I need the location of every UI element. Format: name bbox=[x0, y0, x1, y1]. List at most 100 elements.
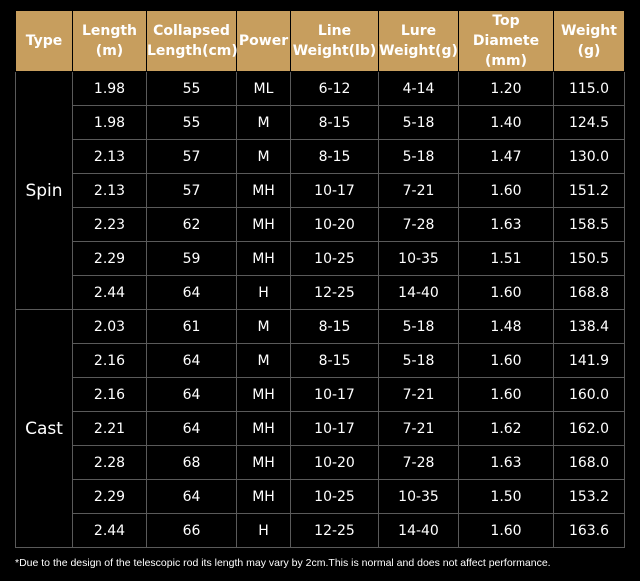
table-row: 2.28 68 MH 10-20 7-28 1.63 168.0 bbox=[16, 445, 625, 480]
cell: 1.60 bbox=[458, 275, 554, 310]
cell: MH bbox=[236, 207, 291, 242]
cell: 62 bbox=[146, 207, 237, 242]
cell: 8-15 bbox=[290, 139, 379, 174]
cell: 64 bbox=[146, 275, 237, 310]
cell: 1.51 bbox=[458, 241, 554, 276]
footnote: *Due to the design of the telescopic rod… bbox=[15, 557, 551, 569]
cell: 12-25 bbox=[290, 275, 379, 310]
table-body: Spin 1.98 55 ML 6-12 4-14 1.20 115.0 1.98 55 M 8-15… bbox=[15, 71, 625, 548]
cell: 12-25 bbox=[290, 513, 379, 548]
table-row: 2.29 64 MH 10-25 10-35 1.50 153.2 bbox=[16, 479, 625, 514]
cell: 6-12 bbox=[290, 71, 379, 106]
type-cell: Spin bbox=[15, 71, 73, 310]
cell: MH bbox=[236, 411, 291, 446]
cell: 57 bbox=[146, 139, 237, 174]
cell: 64 bbox=[146, 377, 237, 412]
cell: MH bbox=[236, 173, 291, 208]
cell: 141.9 bbox=[553, 343, 625, 378]
cell: 1.20 bbox=[458, 71, 554, 106]
cell: 8-15 bbox=[290, 105, 379, 140]
cell: 10-17 bbox=[290, 173, 379, 208]
cell: 2.28 bbox=[72, 445, 147, 480]
cell: 10-35 bbox=[378, 479, 459, 514]
header-cell: Weight (g) bbox=[553, 10, 625, 72]
cell: 138.4 bbox=[553, 309, 625, 344]
cell: 1.63 bbox=[458, 445, 554, 480]
cell: 8-15 bbox=[290, 309, 379, 344]
header-cell: Collapsed Length(cm) bbox=[146, 10, 238, 72]
cell: 2.44 bbox=[72, 513, 147, 548]
cell: MH bbox=[236, 445, 291, 480]
cell: 10-25 bbox=[290, 479, 379, 514]
cell: 1.98 bbox=[72, 105, 147, 140]
table-row: 2.44 64 H 12-25 14-40 1.60 168.8 bbox=[16, 275, 625, 310]
cell: 2.29 bbox=[72, 241, 147, 276]
cell: 1.40 bbox=[458, 105, 554, 140]
cell: 8-15 bbox=[290, 343, 379, 378]
cell: 7-28 bbox=[378, 207, 459, 242]
cell: 2.16 bbox=[72, 377, 147, 412]
cell: 2.13 bbox=[72, 173, 147, 208]
cell: 64 bbox=[146, 479, 237, 514]
cell: 1.60 bbox=[458, 343, 554, 378]
table-row: 2.13 57 MH 10-17 7-21 1.60 151.2 bbox=[16, 173, 625, 208]
cell: 1.50 bbox=[458, 479, 554, 514]
header-row: Type Length (m) Collapsed Length(cm) Power L… bbox=[15, 10, 625, 72]
cell: 2.16 bbox=[72, 343, 147, 378]
cell: 158.5 bbox=[553, 207, 625, 242]
cell: 4-14 bbox=[378, 71, 459, 106]
cell: H bbox=[236, 513, 291, 548]
table-row: 2.29 59 MH 10-25 10-35 1.51 150.5 bbox=[16, 241, 625, 276]
cell: 10-25 bbox=[290, 241, 379, 276]
cell: M bbox=[236, 343, 291, 378]
cell: 2.13 bbox=[72, 139, 147, 174]
cell: 10-35 bbox=[378, 241, 459, 276]
cell: MH bbox=[236, 241, 291, 276]
cell: 5-18 bbox=[378, 343, 459, 378]
cell: 57 bbox=[146, 173, 237, 208]
type-cell: Cast bbox=[15, 309, 73, 548]
cell: 7-21 bbox=[378, 173, 459, 208]
cell: M bbox=[236, 105, 291, 140]
spec-table: Type Length (m) Collapsed Length(cm) Power L… bbox=[15, 10, 625, 548]
cell: 2.23 bbox=[72, 207, 147, 242]
cell: M bbox=[236, 139, 291, 174]
cell: 124.5 bbox=[553, 105, 625, 140]
cell: 55 bbox=[146, 71, 237, 106]
table-row: 1.98 55 M 8-15 5-18 1.40 124.5 bbox=[16, 105, 625, 140]
cell: 7-21 bbox=[378, 411, 459, 446]
cell: 55 bbox=[146, 105, 237, 140]
header-cell: Power bbox=[236, 10, 291, 72]
cell: 7-21 bbox=[378, 377, 459, 412]
cell: 162.0 bbox=[553, 411, 625, 446]
table-row: Cast 2.03 61 M 8-15 5-18 1.48 138.4 bbox=[15, 309, 625, 548]
table-row: 2.21 64 MH 10-17 7-21 1.62 162.0 bbox=[16, 411, 625, 446]
cell: 61 bbox=[146, 309, 237, 344]
cell: 151.2 bbox=[553, 173, 625, 208]
table-row: 2.13 57 M 8-15 5-18 1.47 130.0 bbox=[16, 139, 625, 174]
header-cell: Length (m) bbox=[72, 10, 147, 72]
cell: 1.47 bbox=[458, 139, 554, 174]
cell: 130.0 bbox=[553, 139, 625, 174]
cell: 10-20 bbox=[290, 207, 379, 242]
table-row: 2.16 64 M 8-15 5-18 1.60 141.9 bbox=[16, 343, 625, 378]
cell: 1.98 bbox=[72, 71, 147, 106]
cell: ML bbox=[236, 71, 291, 106]
table-row: Spin 1.98 55 ML 6-12 4-14 1.20 115.0 bbox=[15, 71, 625, 310]
cell: 115.0 bbox=[553, 71, 625, 106]
cell: 5-18 bbox=[378, 309, 459, 344]
table-row: 2.16 64 MH 10-17 7-21 1.60 160.0 bbox=[16, 377, 625, 412]
cell: 2.44 bbox=[72, 275, 147, 310]
table-row: 2.44 66 H 12-25 14-40 1.60 163.6 bbox=[16, 513, 625, 548]
cell: 168.8 bbox=[553, 275, 625, 310]
cell: 163.6 bbox=[553, 513, 625, 548]
cell: 2.29 bbox=[72, 479, 147, 514]
cell: 1.63 bbox=[458, 207, 554, 242]
cell: 10-17 bbox=[290, 377, 379, 412]
cell: 7-28 bbox=[378, 445, 459, 480]
header-cell: Top Diamete (mm) bbox=[458, 10, 554, 72]
cell: 10-17 bbox=[290, 411, 379, 446]
cell: 2.03 bbox=[72, 309, 147, 344]
cell: 1.60 bbox=[458, 513, 554, 548]
